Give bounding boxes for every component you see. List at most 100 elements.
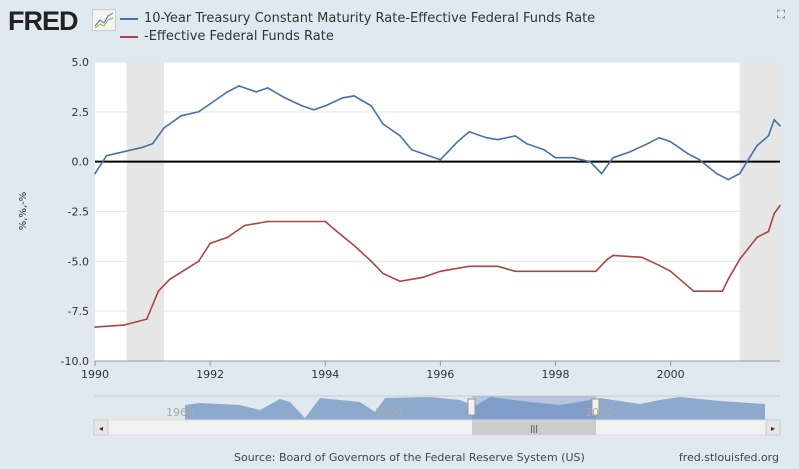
data-point: [353, 244, 355, 247]
scrollbar-track[interactable]: [93, 419, 781, 436]
site-link[interactable]: fred.stlouisfed.org: [678, 451, 779, 464]
navigator-label: 1980: [375, 406, 403, 419]
data-point: [612, 254, 614, 257]
data-point: [324, 105, 327, 107]
data-point: [94, 172, 96, 175]
data-point: [692, 290, 695, 293]
navigator-handle-right[interactable]: [591, 398, 600, 416]
data-point: [312, 109, 315, 111]
arrow-left-icon: ◂: [99, 424, 103, 433]
data-point: [341, 97, 344, 99]
data-point: [646, 142, 649, 145]
data-point: [727, 278, 729, 281]
data-point: [756, 236, 758, 239]
data-point: [255, 91, 257, 93]
y-tick-label: -2.5: [68, 206, 89, 219]
series-line-1: [94, 205, 781, 328]
legend-item-spread: 10-Year Treasury Constant Maturity Rate-…: [120, 11, 595, 26]
data-point: [698, 158, 701, 161]
y-tick-label: 0.0: [72, 156, 90, 169]
data-point: [180, 115, 183, 117]
legend-label: -Effective Federal Funds Rate: [144, 29, 334, 44]
data-point: [163, 126, 165, 129]
data-point: [779, 124, 781, 127]
data-point: [514, 270, 517, 273]
navigator-label: 2000: [585, 406, 613, 419]
navigator-label: 1960: [166, 406, 194, 419]
data-point: [422, 276, 424, 279]
data-point: [370, 105, 373, 107]
data-point: [324, 220, 327, 223]
data-point: [658, 264, 660, 267]
data-point: [410, 148, 413, 151]
scroll-left-button[interactable]: [93, 419, 109, 436]
data-point: [399, 280, 401, 283]
data-point: [197, 111, 200, 113]
data-point: [209, 242, 211, 245]
data-point: [122, 150, 125, 153]
data-point: [658, 136, 660, 139]
y-tick-label: -5.0: [68, 255, 89, 268]
data-point: [687, 152, 689, 155]
y-tick-label: 2.5: [72, 106, 90, 119]
data-point: [669, 140, 672, 143]
data-point: [738, 172, 741, 175]
y-tick-label: -10.0: [61, 355, 89, 368]
data-point: [525, 142, 528, 145]
data-point: [456, 140, 459, 143]
data-point: [353, 95, 355, 97]
data-point: [738, 258, 741, 261]
data-point: [266, 87, 269, 89]
data-point: [226, 91, 229, 93]
data-point: [94, 326, 96, 328]
data-point: [122, 324, 125, 326]
data-point: [335, 230, 338, 233]
data-point: [721, 290, 724, 293]
data-point: [209, 103, 211, 105]
data-point: [140, 146, 142, 149]
navigator-handle-left[interactable]: [467, 398, 476, 416]
data-point: [715, 172, 718, 175]
fullscreen-icon[interactable]: ⛶: [777, 8, 785, 21]
legend-swatch: [120, 35, 138, 38]
data-point: [554, 270, 557, 273]
data-point: [669, 270, 672, 273]
source-note: Source: Board of Governors of the Federa…: [234, 451, 585, 464]
data-point: [370, 260, 373, 263]
x-tick-label: 1992: [196, 368, 224, 381]
data-point: [589, 160, 591, 163]
arrow-right-icon: ▸: [771, 424, 775, 433]
data-point: [197, 260, 200, 263]
y-tick-label: -7.5: [68, 305, 89, 318]
data-point: [497, 138, 499, 141]
data-point: [105, 154, 108, 157]
chart-logo-icon: [92, 9, 116, 31]
data-point: [169, 278, 171, 281]
data-point: [468, 265, 470, 268]
data-point: [382, 122, 384, 125]
data-point: [727, 178, 729, 181]
data-point: [284, 97, 286, 99]
data-point: [629, 150, 632, 153]
x-tick-label: 1998: [542, 368, 570, 381]
data-point: [641, 256, 643, 259]
fred-logo[interactable]: FRED: [8, 6, 78, 36]
x-tick-label: 2000: [657, 368, 685, 381]
x-tick-label: 1990: [81, 368, 109, 381]
scrollbar-thumb[interactable]: [472, 420, 596, 435]
y-axis-label: %,%,-%: [18, 192, 29, 230]
data-point: [600, 172, 603, 175]
data-point: [767, 134, 770, 137]
scroll-right-button[interactable]: [765, 419, 781, 436]
data-point: [439, 270, 442, 273]
data-point: [606, 258, 609, 261]
data-point: [157, 290, 160, 293]
data-point: [301, 105, 304, 107]
data-point: [468, 130, 470, 133]
data-point: [439, 158, 442, 161]
data-point: [226, 236, 229, 239]
navigator-selection[interactable]: [472, 396, 596, 420]
series-line-0: [94, 85, 781, 181]
data-point: [485, 136, 488, 139]
